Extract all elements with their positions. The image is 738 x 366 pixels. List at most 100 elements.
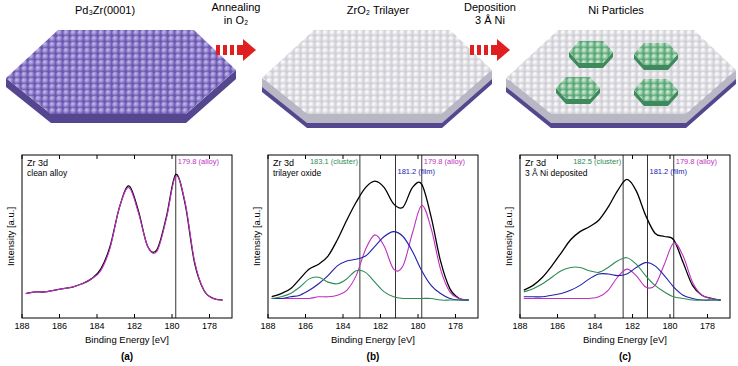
x-tick-label: 182 xyxy=(127,321,142,331)
x-tick-label: 186 xyxy=(550,321,565,331)
spectrum-line xyxy=(272,181,469,300)
particle-top xyxy=(556,77,600,99)
panel-subtitle: trilayer oxide xyxy=(273,168,321,178)
x-tick xyxy=(22,314,23,318)
annotation-label: 182.5 (cluster) xyxy=(573,157,621,166)
x-tick-label: 184 xyxy=(587,321,602,331)
chart: 188186184182180178Zr 3dclean alloyBindin… xyxy=(5,155,232,362)
particle-top xyxy=(634,43,678,65)
x-tick-label: 180 xyxy=(662,321,677,331)
spectrum-line xyxy=(524,179,721,300)
x-tick xyxy=(59,155,60,159)
arrow xyxy=(216,39,256,61)
particle-top xyxy=(634,79,678,101)
annotation-line xyxy=(175,155,176,318)
x-tick xyxy=(418,314,419,318)
x-tick-label: 188 xyxy=(14,321,29,331)
y-axis-label: Intensity [a.u.] xyxy=(251,207,262,266)
arrow-bar xyxy=(223,45,227,55)
stage-label: Ni Particles xyxy=(588,4,644,16)
x-tick-label: 184 xyxy=(89,321,104,331)
x-axis-label: Binding Energy [eV] xyxy=(85,334,169,345)
x-tick-label: 178 xyxy=(202,321,217,331)
annotation-line xyxy=(395,155,396,318)
x-tick-label: 182 xyxy=(373,321,388,331)
step-label: in O₂ xyxy=(224,14,248,26)
arrow-head xyxy=(497,39,510,61)
spectrum-line xyxy=(272,232,469,301)
panel-caption: (c) xyxy=(619,351,631,362)
annotation-label: 181.2 (film) xyxy=(398,167,436,176)
spectrum-line xyxy=(524,263,721,301)
x-tick xyxy=(343,314,344,318)
panel-subtitle: clean alloy xyxy=(27,168,68,178)
x-tick-label: 182 xyxy=(625,321,640,331)
x-tick xyxy=(418,155,419,159)
arrow-bar xyxy=(491,45,497,55)
stage-label: Pd₃Zr(0001) xyxy=(75,4,135,16)
x-tick xyxy=(707,314,708,318)
arrow xyxy=(470,39,510,61)
y-axis-label: Intensity [a.u.] xyxy=(503,207,514,266)
x-tick xyxy=(305,314,306,318)
chart: 188186184182180178Zr 3dtrilayer oxideBin… xyxy=(251,155,478,362)
step-label: Annealing xyxy=(212,1,261,13)
x-tick xyxy=(172,314,173,318)
x-tick xyxy=(134,155,135,159)
x-tick xyxy=(59,314,60,318)
plot-frame xyxy=(520,155,730,318)
x-tick xyxy=(520,314,521,318)
plot-frame xyxy=(268,155,478,318)
annotation-line xyxy=(673,155,674,318)
x-tick xyxy=(380,314,381,318)
x-tick-label: 180 xyxy=(164,321,179,331)
figure: Pd₃Zr(0001) ZrO₂ Trilayer Ni Particles Anne… xyxy=(0,0,738,366)
slab-top xyxy=(262,30,492,114)
annotation-label: 179.8 (alloy) xyxy=(676,157,718,166)
panel-caption: (a) xyxy=(121,351,133,362)
step-label: 3 Å Ni xyxy=(475,14,505,26)
arrow-bar xyxy=(237,45,243,55)
spectrum-line xyxy=(524,243,721,300)
x-tick xyxy=(557,314,558,318)
x-tick xyxy=(268,314,269,318)
arrow-bar xyxy=(470,45,474,55)
x-tick-label: 180 xyxy=(410,321,425,331)
x-tick xyxy=(557,155,558,159)
x-tick-label: 186 xyxy=(298,321,313,331)
x-tick xyxy=(380,155,381,159)
x-tick xyxy=(455,314,456,318)
plot-area xyxy=(524,155,721,318)
arrow-bar xyxy=(484,45,488,55)
x-tick-label: 178 xyxy=(700,321,715,331)
stage-label: ZrO₂ Trilayer xyxy=(347,4,410,16)
x-tick-label: 188 xyxy=(260,321,275,331)
x-tick xyxy=(134,314,135,318)
x-tick xyxy=(268,155,269,159)
annotation-line xyxy=(623,155,624,318)
annotation-label: 183.1 (cluster) xyxy=(310,157,358,166)
annotation-line xyxy=(421,155,422,318)
spectrum-line xyxy=(272,205,469,300)
annotation-label: 179.8 (alloy) xyxy=(178,157,220,166)
x-tick xyxy=(97,314,98,318)
x-tick xyxy=(305,155,306,159)
arrow-head xyxy=(243,39,256,61)
particle-top xyxy=(569,41,613,63)
panel-title: Zr 3d xyxy=(525,158,546,168)
spectrum-line xyxy=(26,174,223,300)
arrow-bar xyxy=(216,45,220,55)
annotation-label: 181.2 (film) xyxy=(650,167,688,176)
x-tick xyxy=(670,314,671,318)
panel-caption: (b) xyxy=(367,351,380,362)
plot-frame xyxy=(22,155,232,318)
x-tick-label: 184 xyxy=(335,321,350,331)
spectrum-line xyxy=(524,258,721,301)
spectrum-line xyxy=(272,270,469,300)
x-tick xyxy=(595,314,596,318)
slab-top xyxy=(6,30,236,114)
slab-top xyxy=(506,30,736,114)
x-tick-label: 188 xyxy=(512,321,527,331)
step-label: Deposition xyxy=(464,1,516,13)
x-tick xyxy=(520,155,521,159)
